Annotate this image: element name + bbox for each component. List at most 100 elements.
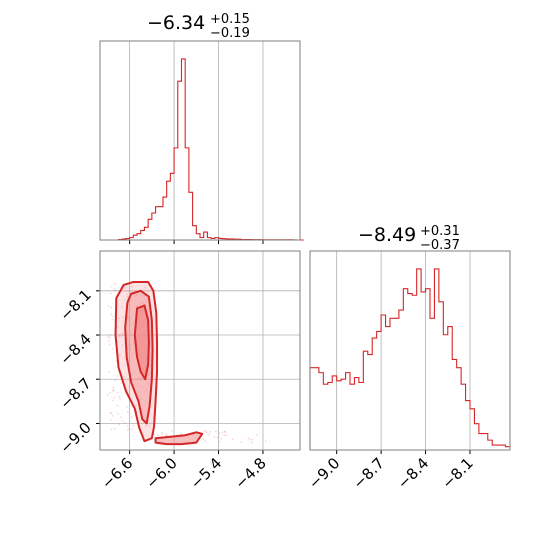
sample-point — [225, 434, 228, 437]
sample-point — [140, 378, 143, 381]
marginal-y-histogram — [309, 250, 511, 454]
sample-point — [110, 313, 113, 316]
sample-point — [220, 437, 223, 440]
sample-point — [231, 438, 234, 441]
sample-point — [134, 295, 137, 298]
sample-point — [148, 425, 151, 428]
sample-point — [116, 391, 119, 394]
sample-point — [132, 351, 135, 354]
sample-point — [128, 347, 131, 350]
sample-point — [131, 354, 134, 357]
sample-point — [224, 431, 227, 433]
sample-point — [132, 343, 135, 345]
histogram-steps — [100, 58, 304, 241]
sample-point — [130, 404, 133, 407]
marginal-x-histogram — [99, 40, 304, 244]
sample-point — [110, 292, 112, 295]
sample-point — [113, 396, 116, 399]
sample-point — [205, 431, 208, 434]
sample-point — [112, 315, 115, 318]
sample-point — [146, 382, 149, 385]
sample-point — [126, 295, 129, 298]
marginal-x-title-lower: −0.19 — [210, 26, 250, 41]
sample-point — [124, 298, 127, 301]
sample-point — [141, 386, 144, 389]
marginal-x-title: −6.34 — [147, 12, 205, 34]
sample-point — [111, 415, 114, 417]
sample-point — [121, 419, 124, 422]
sample-point — [114, 288, 116, 290]
sample-point — [127, 317, 130, 320]
sample-point — [118, 334, 121, 337]
sample-point — [124, 357, 127, 360]
sample-point — [112, 389, 114, 392]
marginal-y-title: −8.49 — [358, 224, 416, 246]
sample-point — [106, 394, 109, 396]
x-tick-label: −6.0 — [142, 454, 180, 492]
x-tick-label: −4.8 — [231, 454, 269, 492]
x-tick-label: −6.6 — [98, 454, 136, 492]
sample-point — [136, 377, 139, 380]
sample-point — [223, 434, 226, 437]
sample-point — [165, 433, 168, 436]
sample-point — [223, 430, 226, 433]
sample-point — [138, 376, 141, 379]
sample-point — [119, 397, 121, 400]
sample-point — [109, 391, 112, 394]
sample-point — [204, 440, 207, 442]
sample-point — [247, 437, 250, 439]
sample-point — [156, 434, 159, 436]
sample-point — [111, 318, 114, 321]
marginal-y-title-value: −8.49 — [358, 224, 416, 246]
sample-point — [110, 428, 113, 431]
sample-point — [139, 397, 142, 400]
sample-point — [113, 282, 116, 285]
sample-point — [110, 306, 113, 309]
joint-contour-plot — [96, 250, 301, 454]
sample-point — [250, 441, 253, 444]
marginal-y-tick-label: −9.0 — [305, 454, 343, 492]
sample-point — [131, 286, 133, 288]
sample-point — [149, 372, 152, 375]
sample-point — [147, 373, 150, 376]
sample-point — [248, 438, 251, 441]
sample-point — [128, 290, 131, 293]
sample-point — [125, 363, 127, 366]
sample-point — [107, 305, 110, 308]
sample-point — [108, 343, 111, 346]
contour-tail — [154, 431, 204, 446]
sample-point — [121, 344, 124, 346]
sample-point — [121, 316, 124, 319]
sample-point — [112, 399, 114, 402]
sample-point — [161, 433, 164, 436]
sample-point — [114, 289, 117, 292]
sample-point — [106, 335, 109, 338]
sample-point — [121, 331, 124, 334]
sample-point — [112, 387, 115, 389]
sample-point — [118, 354, 121, 357]
sample-point — [129, 344, 132, 347]
marginal-y-tick-label: −8.7 — [349, 454, 387, 492]
sample-point — [144, 286, 147, 289]
y-tick-label: −8.1 — [56, 286, 94, 324]
sample-point — [116, 375, 119, 377]
sample-point — [115, 360, 118, 363]
y-tick-label: −9.0 — [56, 419, 94, 457]
marginal-x-title-upper: +0.15 — [210, 12, 250, 27]
sample-point — [203, 430, 206, 433]
sample-point — [109, 412, 112, 415]
sample-point — [137, 385, 140, 388]
sample-point — [120, 416, 122, 419]
sample-point — [213, 436, 216, 438]
sample-point — [149, 358, 151, 361]
sample-point — [264, 440, 267, 443]
sample-point — [130, 323, 133, 326]
sample-point — [214, 430, 217, 433]
sample-point — [141, 302, 144, 305]
sample-point — [116, 404, 119, 407]
sample-point — [135, 293, 138, 296]
sample-point — [132, 424, 135, 427]
sample-point — [202, 437, 205, 440]
sample-point — [114, 427, 116, 430]
sample-point — [146, 297, 149, 300]
